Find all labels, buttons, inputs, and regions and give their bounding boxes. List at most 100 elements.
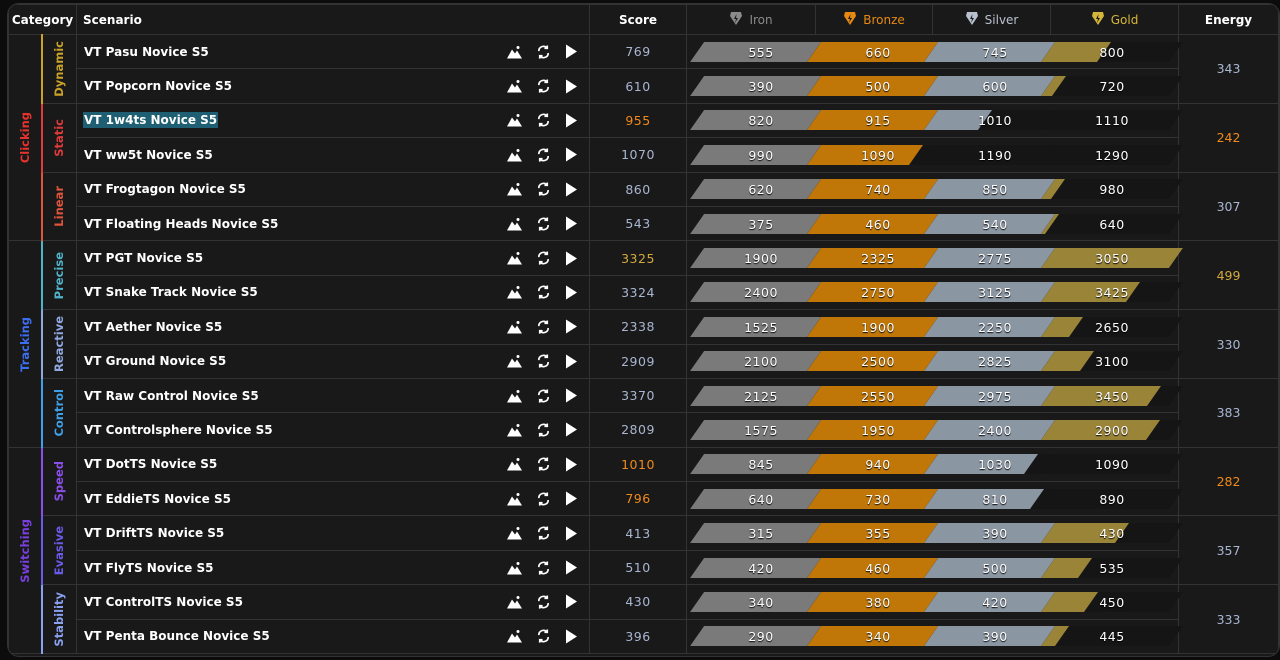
play-icon[interactable] <box>565 79 578 94</box>
refresh-icon[interactable] <box>536 44 551 59</box>
play-icon[interactable] <box>565 113 578 128</box>
stats-chart-icon[interactable] <box>507 595 523 609</box>
play-icon[interactable] <box>565 147 578 162</box>
scenario-name[interactable]: VT DotTS Novice S5 <box>84 457 218 472</box>
scenario-name[interactable]: VT DriftTS Novice S5 <box>84 526 225 541</box>
refresh-icon[interactable] <box>536 79 551 94</box>
refresh-icon[interactable] <box>536 216 551 231</box>
scenario-name[interactable]: VT Frogtagon Novice S5 <box>84 182 246 197</box>
refresh-icon[interactable] <box>536 251 551 266</box>
play-icon[interactable] <box>565 354 578 369</box>
stats-chart-icon[interactable] <box>507 561 523 575</box>
scenario-name[interactable]: VT Controlsphere Novice S5 <box>84 422 273 437</box>
scenario-name[interactable]: VT FlyTS Novice S5 <box>84 560 214 575</box>
play-icon[interactable] <box>565 182 578 197</box>
refresh-icon[interactable] <box>536 457 551 472</box>
table-row[interactable]: Reactive VT Aether Novice S5 2338 1525 1900… <box>9 309 1279 379</box>
table-row[interactable]: VT Snake Track Novice S5 3324 2400 2750 312… <box>9 274 1279 311</box>
play-icon[interactable] <box>565 526 578 541</box>
play-icon[interactable] <box>565 44 578 59</box>
refresh-icon[interactable] <box>536 629 551 644</box>
scenario-name[interactable]: VT Popcorn Novice S5 <box>84 79 232 94</box>
stats-chart-icon[interactable] <box>507 320 523 334</box>
play-icon[interactable] <box>565 251 578 266</box>
table-row[interactable]: Stability VT ControlTS Novice S5 430 340 38… <box>9 584 1279 655</box>
scenario-name[interactable]: VT Raw Control Novice S5 <box>84 388 259 403</box>
table-row[interactable]: VT ww5t Novice S5 1070 990 1090 1190 1290 <box>9 137 1279 173</box>
play-icon[interactable] <box>565 422 578 437</box>
scenario-header: Scenario <box>76 4 591 35</box>
refresh-icon[interactable] <box>536 422 551 437</box>
scenario-name[interactable]: VT ControlTS Novice S5 <box>84 594 243 609</box>
scenario-name[interactable]: VT Ground Novice S5 <box>84 354 227 369</box>
scenario-name[interactable]: VT Floating Heads Novice S5 <box>84 216 279 231</box>
play-icon[interactable] <box>565 319 578 334</box>
play-icon[interactable] <box>565 216 578 231</box>
refresh-icon[interactable] <box>536 285 551 300</box>
gold-threshold: 1290 <box>1095 147 1129 163</box>
stats-chart-icon[interactable] <box>507 80 523 93</box>
refresh-icon[interactable] <box>536 388 551 403</box>
silver-threshold: 850 <box>982 181 1008 197</box>
table-row[interactable]: Switching Speed VT DotTS Novice S5 1010 845… <box>8 446 1279 655</box>
refresh-icon[interactable] <box>536 594 551 609</box>
table-row[interactable]: Linear VT Frogtagon Novice S5 860 620 740 85… <box>9 171 1279 242</box>
stats-chart-icon[interactable] <box>507 630 523 643</box>
table-row[interactable]: VT Popcorn Novice S5 610 390 500 600 720 <box>9 68 1279 104</box>
play-icon[interactable] <box>565 491 578 506</box>
refresh-icon[interactable] <box>536 354 551 369</box>
refresh-icon[interactable] <box>536 319 551 334</box>
scenario-name[interactable]: VT PGT Novice S5 <box>84 251 204 266</box>
stats-chart-icon[interactable] <box>507 458 523 471</box>
stats-chart-icon[interactable] <box>507 286 523 299</box>
table-row[interactable]: VT Controlsphere Novice S5 2809 1575 1950 2… <box>9 412 1279 448</box>
energy-value: 242 <box>1178 102 1279 173</box>
play-icon[interactable] <box>565 388 578 403</box>
stats-chart-icon[interactable] <box>507 183 523 196</box>
table-row[interactable]: VT Penta Bounce Novice S5 396 290 340 390 44… <box>9 618 1279 655</box>
subcategory-cell: Precise <box>40 240 78 311</box>
play-icon[interactable] <box>565 629 578 644</box>
rank-progress-cell: 420 460 500 535 <box>686 549 1184 586</box>
scenario-name[interactable]: VT ww5t Novice S5 <box>84 147 213 162</box>
stats-chart-icon[interactable] <box>507 148 523 162</box>
refresh-icon[interactable] <box>536 526 551 541</box>
table-row[interactable]: VT Ground Novice S5 2909 2100 2500 2825 3100 <box>9 343 1279 379</box>
scenario-cell: VT Penta Bounce Novice S5 <box>76 618 591 655</box>
bronze-rank-icon <box>843 11 857 29</box>
refresh-icon[interactable] <box>536 113 551 128</box>
stats-chart-icon[interactable] <box>507 389 523 403</box>
stats-chart-icon[interactable] <box>507 527 523 540</box>
rank-progress-cell: 1575 1950 2400 2900 <box>686 412 1184 448</box>
silver-threshold: 390 <box>982 525 1008 541</box>
refresh-icon[interactable] <box>536 560 551 575</box>
table-row[interactable]: Static VT 1w4ts Novice S5 955 820 915 1010 11… <box>9 102 1279 173</box>
table-row[interactable]: Clicking Dynamic VT Pasu Novice S5 769 555 6… <box>8 33 1279 242</box>
scenario-name[interactable]: VT Aether Novice S5 <box>84 319 223 334</box>
scenario-name[interactable]: VT EddieTS Novice S5 <box>84 491 231 506</box>
scenario-name[interactable]: VT Snake Track Novice S5 <box>84 285 258 300</box>
stats-chart-icon[interactable] <box>507 355 523 368</box>
table-row[interactable]: Evasive VT DriftTS Novice S5 413 315 355 390… <box>9 515 1279 586</box>
play-icon[interactable] <box>565 285 578 300</box>
scenario-name[interactable]: VT Penta Bounce Novice S5 <box>84 629 270 644</box>
play-icon[interactable] <box>565 560 578 575</box>
table-row[interactable]: Tracking Precise VT PGT Novice S5 3325 1900… <box>8 240 1279 448</box>
table-row[interactable]: VT EddieTS Novice S5 796 640 730 810 890 <box>9 481 1279 517</box>
play-icon[interactable] <box>565 457 578 472</box>
scenario-name[interactable]: VT 1w4ts Novice S5 <box>83 112 219 129</box>
table-row[interactable]: VT Floating Heads Novice S5 543 375 460 540… <box>9 205 1279 242</box>
refresh-icon[interactable] <box>536 491 551 506</box>
stats-chart-icon[interactable] <box>507 492 523 506</box>
stats-chart-icon[interactable] <box>507 423 523 437</box>
stats-chart-icon[interactable] <box>507 114 523 127</box>
scenario-name[interactable]: VT Pasu Novice S5 <box>84 44 209 59</box>
stats-chart-icon[interactable] <box>507 252 523 265</box>
table-row[interactable]: VT FlyTS Novice S5 510 420 460 500 535 <box>9 549 1279 586</box>
play-icon[interactable] <box>565 594 578 609</box>
refresh-icon[interactable] <box>536 182 551 197</box>
table-row[interactable]: Control VT Raw Control Novice S5 3370 2125… <box>9 377 1279 448</box>
refresh-icon[interactable] <box>536 147 551 162</box>
stats-chart-icon[interactable] <box>507 45 523 59</box>
stats-chart-icon[interactable] <box>507 217 523 231</box>
